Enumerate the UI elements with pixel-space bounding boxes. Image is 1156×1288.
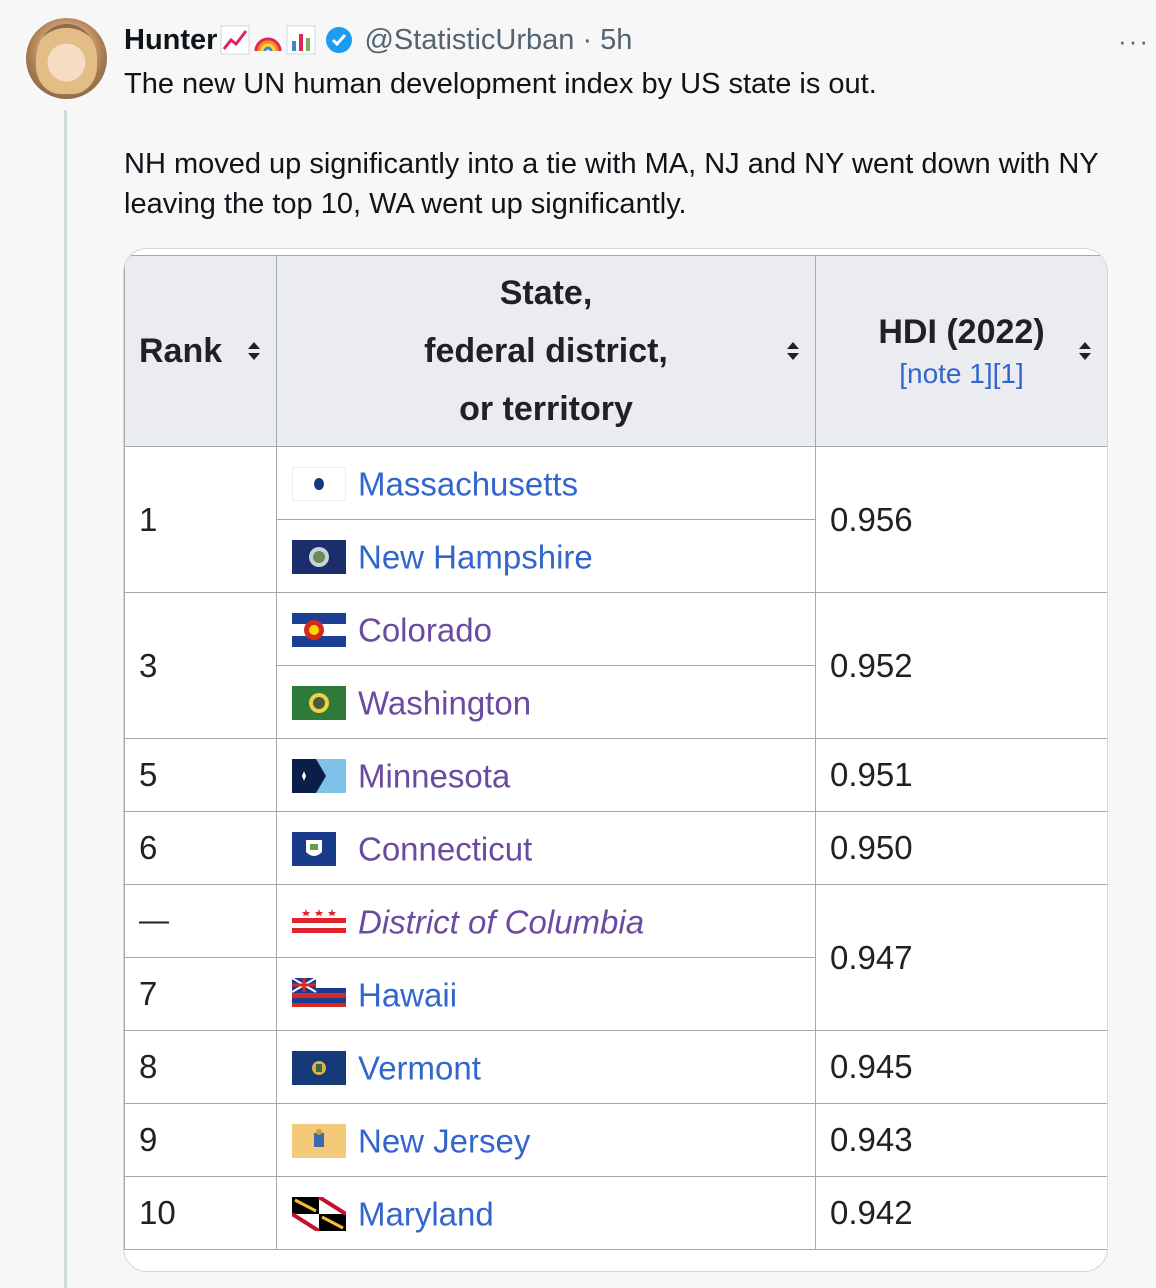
tweet-text-line: NH moved up significantly into a tie wit… xyxy=(124,148,1099,180)
state-link[interactable]: Colorado xyxy=(358,611,492,649)
bar-chart-emoji xyxy=(286,25,316,55)
state-link[interactable]: Washington xyxy=(358,684,532,722)
maryland-flag-icon xyxy=(292,1197,346,1232)
hdi-cell: 0.951 xyxy=(815,738,1107,812)
state-link[interactable]: District of Columbia xyxy=(358,903,645,941)
table-row: 6 Connecticut 0.950 xyxy=(124,811,1107,885)
rank-cell: 7 xyxy=(124,957,277,1031)
author-handle-time[interactable]: @StatisticUrban · 5h xyxy=(364,23,633,56)
hdi-header-label: HDI (2022) xyxy=(878,312,1045,351)
rank-cell: 1 xyxy=(124,446,277,593)
sort-icon[interactable] xyxy=(1077,340,1093,362)
colorado-flag-icon xyxy=(292,613,346,648)
rank-cell: 5 xyxy=(124,738,277,812)
state-link[interactable]: Vermont xyxy=(358,1049,481,1087)
minnesota-flag-icon xyxy=(292,759,346,794)
state-link[interactable]: Massachusetts xyxy=(358,465,579,503)
sort-icon[interactable] xyxy=(246,340,262,362)
vermont-flag-icon xyxy=(292,1051,346,1086)
author-name[interactable]: Hunter xyxy=(124,23,218,56)
new-jersey-flag-icon xyxy=(292,1124,346,1159)
table-row: 1 Massachusetts 0.956 xyxy=(124,446,1107,593)
rank-cell: 9 xyxy=(124,1103,277,1177)
author-avatar[interactable] xyxy=(26,18,107,99)
table-row: 8 Vermont 0.945 xyxy=(124,1030,1107,1104)
hdi-cell: 0.956 xyxy=(815,446,1107,593)
state-link[interactable]: Minnesota xyxy=(358,757,511,795)
state-cell: Maryland xyxy=(276,1176,816,1250)
state-cell: Minnesota xyxy=(276,738,816,812)
rank-cell: 3 xyxy=(124,592,277,739)
rank-cell: — xyxy=(124,884,277,958)
tweet-text-line: The new UN human development index by US… xyxy=(124,68,877,100)
state-cell: Washington xyxy=(276,665,816,739)
state-column-header[interactable]: State, federal district, or territory xyxy=(276,255,816,447)
thread-line xyxy=(64,110,67,1288)
rank-cell: 10 xyxy=(124,1176,277,1250)
tweet-header: Hunter @StatisticUrban · 5h xyxy=(124,20,632,60)
hdi-cell: 0.952 xyxy=(815,592,1107,739)
connecticut-flag-icon xyxy=(292,832,336,867)
table-row: 7 Hawaii xyxy=(124,957,1108,1031)
hdi-table: Rank State, federal district, or territo… xyxy=(124,255,1108,1250)
state-header-line: State, xyxy=(499,274,593,312)
state-cell: Colorado xyxy=(276,592,816,666)
state-cell: New Jersey xyxy=(276,1103,816,1177)
hdi-cell: 0.950 xyxy=(815,811,1107,885)
tweet-text: The new UN human development index by US… xyxy=(124,64,1156,224)
rank-header-label: Rank xyxy=(139,331,223,370)
rank-column-header[interactable]: Rank xyxy=(124,255,277,447)
rank-cell: 6 xyxy=(124,811,277,885)
state-cell: District of Columbia xyxy=(276,884,816,958)
rainbow-emoji xyxy=(254,37,282,52)
state-cell: Vermont xyxy=(276,1030,816,1104)
more-options-icon[interactable]: ··· xyxy=(1118,26,1150,56)
district-of-columbia-flag-icon xyxy=(292,905,346,940)
state-link[interactable]: Hawaii xyxy=(358,976,458,1014)
hdi-note-link[interactable]: [note 1][1] xyxy=(899,357,1024,389)
hawaii-flag-icon xyxy=(292,978,346,1013)
table-row: New Hampshire xyxy=(125,519,1108,593)
hdi-column-header[interactable]: HDI (2022) [note 1][1] xyxy=(815,255,1107,447)
tweet-text-line: leaving the top 10, WA went up significa… xyxy=(124,188,687,220)
sort-icon[interactable] xyxy=(785,340,801,362)
washington-flag-icon xyxy=(292,686,346,721)
state-header-line: or territory xyxy=(459,390,633,428)
table-row: 9 New Jersey 0.943 xyxy=(124,1103,1107,1177)
hdi-cell: 0.943 xyxy=(815,1103,1107,1177)
hdi-cell: 0.945 xyxy=(815,1030,1107,1104)
table-row: 5 Minnesota 0.951 xyxy=(124,738,1107,812)
state-link[interactable]: Maryland xyxy=(358,1195,494,1233)
state-cell: New Hampshire xyxy=(276,519,816,593)
verified-badge-icon xyxy=(326,27,353,53)
rank-cell: 8 xyxy=(124,1030,277,1104)
hdi-cell: 0.947 xyxy=(815,884,1107,1031)
chart-increasing-emoji xyxy=(220,25,250,55)
table-row: 3 Colorado 0.952 xyxy=(124,592,1107,739)
state-cell: Hawaii xyxy=(276,957,816,1031)
state-link[interactable]: Connecticut xyxy=(358,830,533,868)
table-row: 10 Maryland 0.942 xyxy=(124,1176,1107,1250)
new-hampshire-flag-icon xyxy=(292,540,346,575)
state-header-line: federal district, xyxy=(424,332,668,370)
hdi-cell: 0.942 xyxy=(815,1176,1107,1250)
image-attachment[interactable]: Rank State, federal district, or territo… xyxy=(123,248,1108,1272)
table-row: Washington xyxy=(125,665,1108,739)
state-link[interactable]: New Jersey xyxy=(358,1122,531,1160)
state-cell: Massachusetts xyxy=(276,446,816,520)
state-link[interactable]: New Hampshire xyxy=(358,538,593,576)
table-row: — District of Columbia 0.947 xyxy=(124,884,1107,1031)
state-cell: Connecticut xyxy=(276,811,816,885)
massachusetts-flag-icon xyxy=(292,467,346,502)
